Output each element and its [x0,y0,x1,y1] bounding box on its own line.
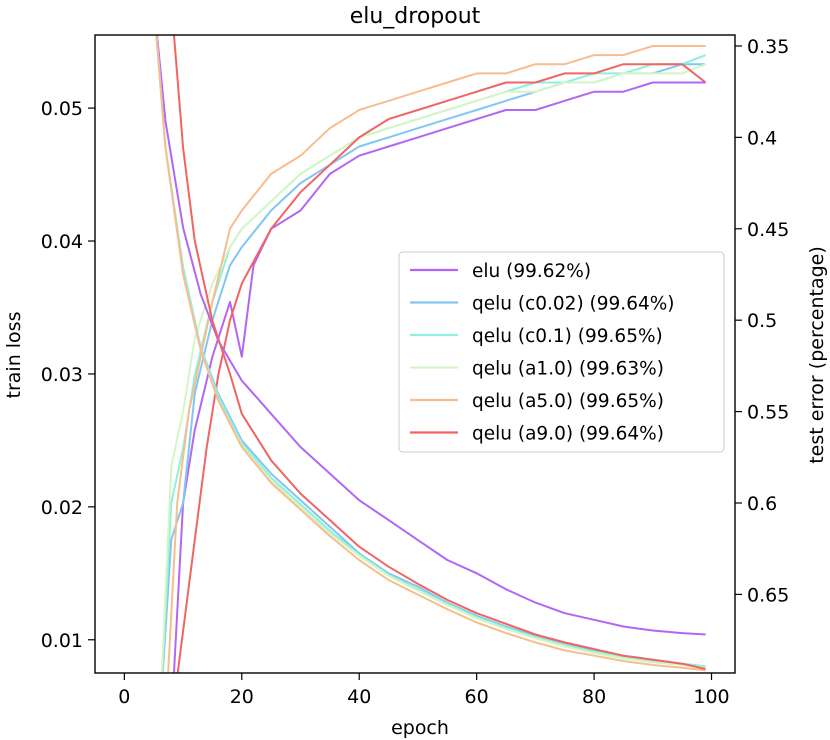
y-left-tick-label: 0.02 [41,497,83,519]
series-2-train-loss-line [155,35,706,668]
series-4-train-loss-line [155,35,706,672]
legend-label: qelu (c0.1) (99.65%) [472,326,663,347]
y-right-tick-label: 0.55 [747,402,789,424]
y-right-tick-label: 0.35 [747,36,789,58]
legend-label: qelu (a5.0) (99.65%) [472,391,664,412]
x-tick-label: 40 [347,686,371,708]
y-right-tick-label: 0.45 [747,219,789,241]
y-right-tick-label: 0.65 [747,584,789,606]
y-left-tick-label: 0.03 [41,364,83,386]
x-axis-label: epoch [391,717,449,739]
series-4-test-error-line [167,45,706,673]
y-axis-left-label: train loss [3,312,25,399]
chart-title: elu_dropout [350,4,481,29]
legend-label: elu (99.62%) [472,261,591,282]
series-layer [155,35,707,673]
y-right-tick-label: 0.5 [747,310,777,332]
y-axis-right-label: test error (percentage) [806,246,828,464]
y-right-tick-label: 0.4 [747,127,777,149]
series-0-train-loss-line [155,35,706,636]
legend-label: qelu (c0.02) (99.64%) [472,294,675,315]
plot-frame [94,34,736,674]
y-right-tick-label: 0.6 [747,493,777,515]
series-5-train-loss-line [172,35,706,670]
x-tick-label: 20 [230,686,254,708]
x-tick-label: 60 [465,686,489,708]
legend: elu (99.62%) qelu (c0.02) (99.64%) qelu (c… [398,251,725,453]
series-5-test-error-line [176,63,707,673]
series-0-test-error-line [172,81,706,673]
y-left-tick-label: 0.01 [41,630,83,652]
legend-label: qelu (a9.0) (99.64%) [472,424,664,445]
y-left-tick-label: 0.05 [41,98,83,120]
y-left-tick-label: 0.04 [41,231,83,253]
x-tick-label: 100 [693,686,729,708]
x-tick-label: 80 [582,686,606,708]
series-3-test-error-line [160,63,706,673]
axes-layer: 0 20 40 60 80 100 0.01 0.02 0.03 0.04 0.05 0.35 0.4 0… [41,36,790,708]
legend-box [398,251,725,453]
legend-label: qelu (a1.0) (99.63%) [472,359,664,380]
x-tick-label: 0 [118,686,130,708]
